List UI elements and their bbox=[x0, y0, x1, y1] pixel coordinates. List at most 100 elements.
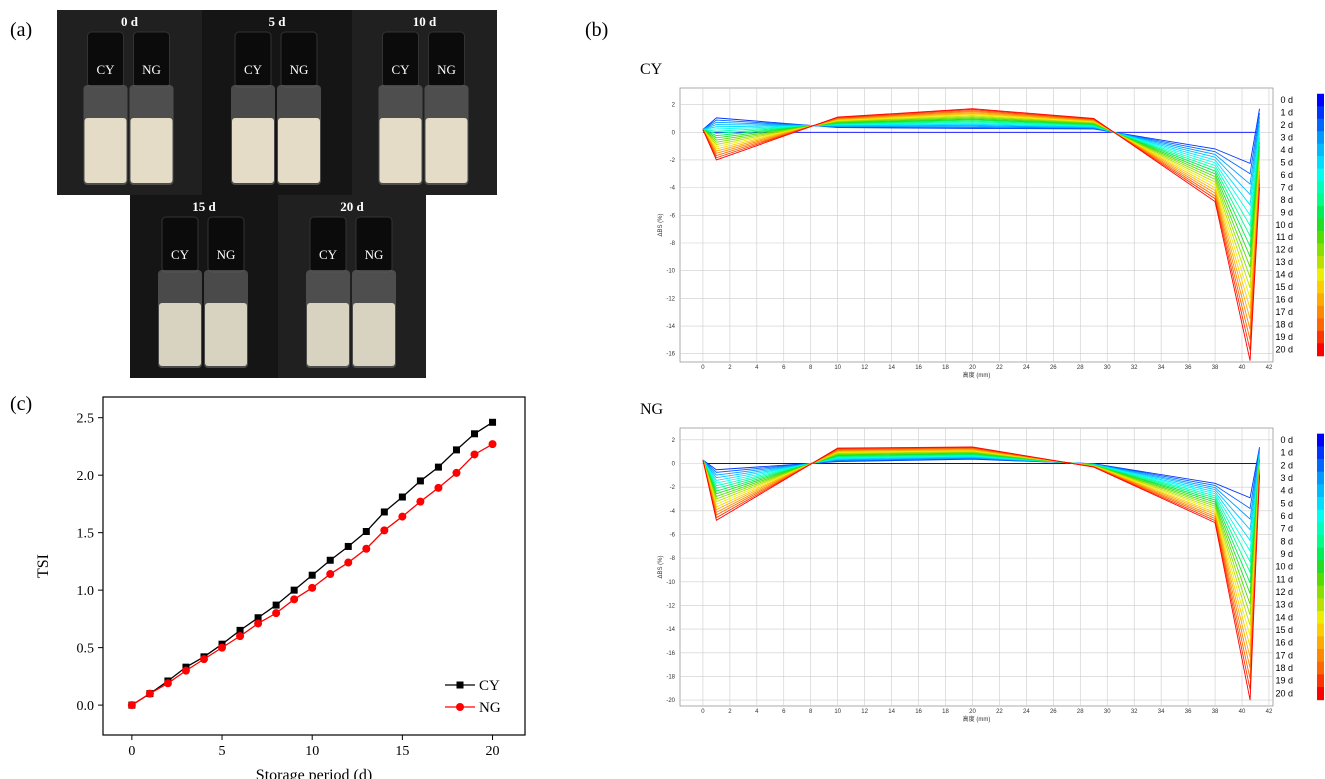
data-point bbox=[272, 609, 281, 618]
x-tick-label: 15 bbox=[395, 744, 409, 759]
legend-swatch bbox=[1317, 623, 1324, 637]
x-tick-label: 38 bbox=[1212, 365, 1219, 371]
y-tick-label: 0.0 bbox=[77, 699, 95, 714]
data-point bbox=[326, 556, 334, 564]
legend-label: 11 d bbox=[1276, 232, 1293, 242]
y-tick-label: 2.5 bbox=[77, 412, 95, 427]
x-tick-label: 0 bbox=[701, 365, 705, 371]
bottle-cap bbox=[382, 31, 419, 88]
bottle-liquid bbox=[379, 118, 422, 183]
x-tick-label: 18 bbox=[942, 709, 949, 715]
legend-marker bbox=[456, 703, 464, 711]
bottle-cap bbox=[234, 31, 272, 88]
data-point bbox=[145, 689, 154, 698]
legend-label: 19 d bbox=[1275, 332, 1293, 342]
y-tick-label: 2 bbox=[672, 103, 676, 109]
x-tick-label: 4 bbox=[755, 709, 759, 715]
data-point bbox=[362, 528, 370, 536]
legend-swatch bbox=[1317, 181, 1324, 195]
legend-swatch bbox=[1317, 573, 1324, 587]
panel-label: (c) bbox=[10, 393, 32, 415]
legend-label: 11 d bbox=[1276, 574, 1293, 584]
x-axis-label: Storage period (d) bbox=[256, 767, 372, 779]
legend-marker bbox=[456, 681, 464, 689]
data-line bbox=[702, 449, 1260, 658]
legend-label: 8 d bbox=[1280, 536, 1293, 546]
x-tick-label: 22 bbox=[996, 365, 1003, 371]
legend-swatch bbox=[1317, 585, 1324, 599]
panel-label: (b) bbox=[585, 19, 608, 41]
bottle-liquid bbox=[159, 303, 201, 366]
legend-label: 16 d bbox=[1275, 638, 1293, 648]
x-tick-label: 32 bbox=[1131, 709, 1138, 715]
data-point bbox=[416, 477, 424, 485]
data-point bbox=[452, 468, 461, 477]
photo-label: 0 d bbox=[121, 14, 139, 29]
bottle-liquid bbox=[425, 118, 468, 183]
y-tick-label: -2 bbox=[670, 158, 676, 164]
legend-swatch bbox=[1317, 611, 1324, 625]
legend-swatch bbox=[1317, 106, 1324, 120]
sample-label: CY bbox=[391, 62, 410, 77]
legend-swatch bbox=[1317, 560, 1324, 574]
y-tick-label: -12 bbox=[666, 603, 675, 609]
legend-swatch bbox=[1317, 598, 1324, 612]
legend-label: 20 d bbox=[1275, 345, 1293, 355]
data-line bbox=[702, 119, 1260, 249]
data-line bbox=[702, 121, 1260, 196]
legend-label: 2 d bbox=[1280, 460, 1293, 470]
y-tick-label: 1.5 bbox=[77, 527, 95, 542]
legend-swatch bbox=[1317, 661, 1324, 675]
data-point bbox=[452, 446, 460, 454]
y-axis-label: ΔBS (%) bbox=[658, 213, 664, 236]
legend-swatch bbox=[1317, 547, 1324, 561]
legend-label: 14 d bbox=[1275, 612, 1293, 622]
x-tick-label: 16 bbox=[915, 365, 922, 371]
data-point bbox=[163, 679, 172, 688]
legend-swatch bbox=[1317, 218, 1324, 232]
data-line bbox=[702, 108, 1260, 165]
data-point bbox=[398, 493, 406, 501]
x-axis-label: 高度 (mm) bbox=[963, 371, 991, 379]
legend-swatch bbox=[1317, 206, 1324, 220]
x-tick-label: 0 bbox=[128, 744, 135, 759]
legend-swatch bbox=[1317, 687, 1324, 701]
y-tick-label: -14 bbox=[666, 324, 675, 330]
legend-swatch bbox=[1317, 497, 1324, 511]
bottle-liquid bbox=[205, 303, 247, 366]
y-tick-label: -20 bbox=[666, 698, 675, 704]
x-tick-label: 12 bbox=[861, 365, 868, 371]
legend-label: 20 d bbox=[1275, 688, 1293, 698]
bottle-liquid bbox=[232, 118, 274, 183]
x-tick-label: 6 bbox=[782, 365, 786, 371]
x-tick-label: 4 bbox=[755, 365, 759, 371]
legend-label: 14 d bbox=[1275, 270, 1293, 280]
legend-swatch bbox=[1317, 131, 1324, 145]
data-line bbox=[702, 121, 1260, 228]
legend-swatch bbox=[1317, 193, 1324, 207]
data-point bbox=[290, 595, 299, 604]
x-tick-label: 26 bbox=[1050, 365, 1057, 371]
y-axis-label: TSI bbox=[35, 554, 52, 578]
legend-label: 15 d bbox=[1275, 625, 1293, 635]
legend-label: 6 d bbox=[1280, 170, 1293, 180]
data-line bbox=[702, 113, 1260, 309]
x-tick-label: 40 bbox=[1239, 709, 1246, 715]
legend-swatch bbox=[1317, 509, 1324, 523]
plot-frame bbox=[102, 396, 526, 736]
legend-label: 13 d bbox=[1275, 600, 1293, 610]
x-tick-label: 26 bbox=[1050, 709, 1057, 715]
data-point bbox=[344, 542, 352, 550]
legend-swatch bbox=[1317, 268, 1324, 282]
bottle-cap bbox=[355, 216, 393, 273]
data-line bbox=[702, 115, 1260, 289]
x-tick-label: 30 bbox=[1104, 365, 1111, 371]
x-tick-label: 28 bbox=[1077, 365, 1084, 371]
chart-title: CY bbox=[640, 61, 663, 78]
data-line bbox=[702, 108, 1260, 361]
data-point bbox=[380, 526, 389, 535]
legend-swatch bbox=[1317, 535, 1324, 549]
legend-swatch bbox=[1317, 118, 1324, 132]
data-line bbox=[702, 120, 1260, 238]
x-tick-label: 20 bbox=[969, 709, 976, 715]
